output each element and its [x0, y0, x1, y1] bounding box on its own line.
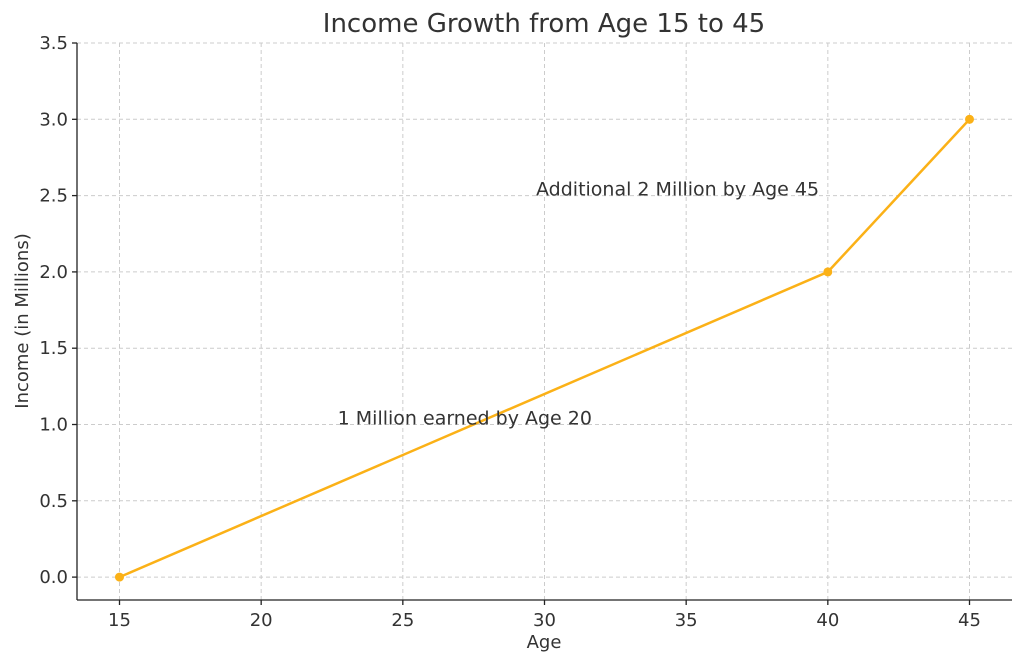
y-tick-label: 2.0 [39, 262, 68, 283]
grid [77, 42, 1012, 600]
x-axis-title: Age [527, 632, 562, 653]
x-tick-label: 20 [250, 610, 273, 631]
x-tick-label: 40 [816, 610, 839, 631]
y-tick-label: 1.5 [39, 338, 68, 359]
data-point [965, 114, 974, 124]
x-tick-label: 45 [958, 610, 981, 631]
annotation-text: Additional 2 Million by Age 45 [536, 179, 819, 201]
series-group [115, 114, 974, 582]
y-tick-label: 1.0 [39, 415, 68, 436]
y-tick-label: 2.5 [39, 186, 68, 207]
y-tick-label: 3.0 [39, 109, 68, 130]
x-axis-ticks: 15 20 25 30 35 40 45 [108, 600, 981, 631]
x-tick-label: 25 [391, 610, 414, 631]
x-tick-label: 35 [675, 610, 698, 631]
y-tick-label: 0.5 [39, 491, 68, 512]
data-point [115, 572, 124, 582]
annotation-text: 1 Million earned by Age 20 [338, 408, 592, 430]
y-tick-label: 0.0 [39, 567, 68, 588]
axes [76, 43, 1012, 601]
x-tick-label: 15 [108, 610, 131, 631]
x-tick-label: 30 [533, 610, 556, 631]
chart-title: Income Growth from Age 15 to 45 [323, 9, 765, 39]
data-point [823, 267, 833, 277]
y-axis-ticks: 0.0 0.5 1.0 1.5 2.0 2.5 3.0 3.5 [39, 33, 77, 588]
y-axis-title: Income (in Millions) [12, 233, 33, 408]
annotations: 1 Million earned by Age 20 Additional 2 M… [338, 179, 819, 430]
y-tick-label: 3.5 [39, 33, 68, 54]
